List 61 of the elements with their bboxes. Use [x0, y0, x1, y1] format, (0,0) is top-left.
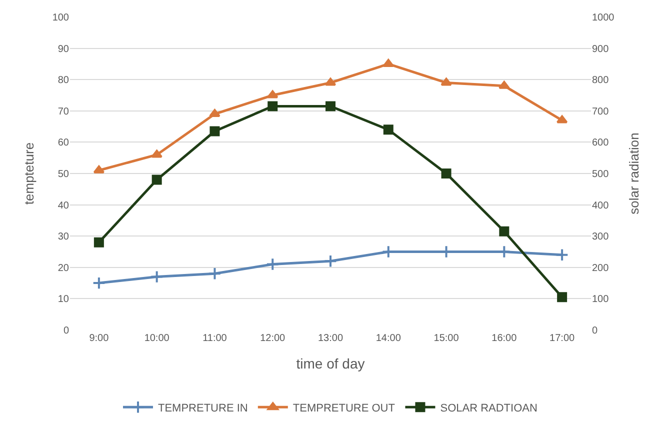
point [324, 78, 336, 86]
y2-tick-label: 200 [592, 262, 610, 274]
point [556, 115, 568, 124]
point [151, 150, 162, 158]
y2-tick-label: 300 [592, 232, 610, 243]
x-axis-title: time of day [296, 355, 365, 372]
y2-tick-label: 500 [592, 169, 610, 180]
x-tick-label: 17:00 [550, 333, 576, 344]
y-tick-label: 60 [58, 138, 70, 149]
point [441, 168, 452, 178]
point [266, 90, 278, 98]
x-tick-label: 16:00 [492, 333, 518, 344]
y2-tick-label: 700 [592, 106, 610, 118]
point [324, 254, 338, 268]
y2-axis-title: solar radiation [626, 132, 642, 214]
y2-tick-label: 600 [592, 138, 610, 149]
legend-label: SOLAR RADTIOAN [440, 402, 538, 414]
point [557, 292, 568, 302]
y2-tick-label: 100 [592, 294, 610, 306]
y-tick-label: 20 [58, 262, 70, 274]
point [498, 80, 510, 89]
point [382, 58, 394, 67]
point [326, 101, 336, 112]
x-tick-label: 15:00 [434, 333, 460, 344]
y2-tick-label: 1000 [592, 12, 615, 24]
point [383, 124, 394, 135]
legend-label: TEMPRETURE IN [158, 402, 248, 414]
legend-label: TEMPRETURE OUT [292, 402, 396, 414]
x-tick-label: 12:00 [260, 333, 286, 344]
y-tick-label: 40 [58, 200, 70, 212]
point [150, 270, 164, 284]
point [94, 237, 104, 248]
point [555, 248, 569, 262]
y-tick-label: 70 [58, 106, 70, 118]
y-tick-label: 80 [58, 75, 70, 86]
x-tick-label: 9:00 [89, 333, 110, 344]
y-tick-label: 10 [58, 294, 70, 306]
x-tick-label: 13:00 [318, 333, 344, 344]
point [209, 109, 220, 118]
y-tick-label: 100 [52, 12, 70, 24]
y-tick-label: 0 [63, 326, 70, 336]
y-axis-title: tempteture [21, 142, 36, 205]
point [208, 267, 222, 280]
point [440, 78, 452, 86]
point [268, 101, 278, 112]
y2-tick-label: 900 [592, 44, 610, 55]
point [152, 174, 162, 185]
y-tick-label: 50 [58, 169, 70, 180]
point [93, 165, 105, 174]
y2-tick-label: 400 [592, 200, 610, 212]
y2-tick-label: 800 [592, 75, 610, 86]
y-tick-label: 30 [58, 232, 70, 243]
y2-tick-label: 0 [592, 326, 598, 336]
point [210, 126, 220, 136]
y-tick-label: 90 [58, 44, 70, 55]
x-tick-label: 14:00 [376, 333, 402, 344]
point [92, 276, 106, 290]
x-tick-label: 10:00 [144, 333, 170, 344]
point [266, 258, 280, 271]
x-tick-label: 11:00 [202, 333, 228, 344]
point [499, 226, 510, 236]
